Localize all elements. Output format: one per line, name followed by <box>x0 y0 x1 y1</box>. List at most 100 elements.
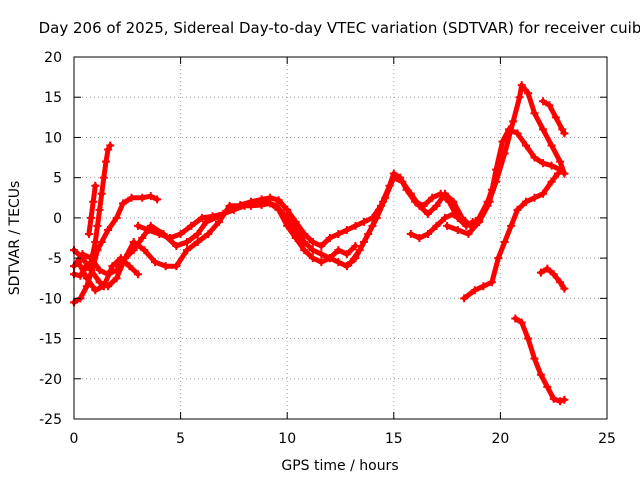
y-tick-label: -25 <box>39 412 62 428</box>
data-point <box>432 221 441 230</box>
data-point <box>483 197 492 206</box>
x-axis-label: GPS time / hours <box>281 458 398 474</box>
data-point <box>560 284 569 293</box>
data-point <box>182 238 191 247</box>
tick-layer: 0 5 10 15 20 25 -25 -20 -15 -10 -5 0 5 10 15 20 <box>39 50 616 447</box>
data-point <box>125 262 134 271</box>
data-point <box>359 217 368 226</box>
y-tick-label: -15 <box>39 332 62 348</box>
data-point <box>193 229 202 238</box>
data-point <box>291 225 300 234</box>
data-point <box>521 197 530 206</box>
data-point <box>372 213 381 222</box>
data-point <box>440 213 449 222</box>
data-point <box>406 189 415 198</box>
data-point <box>112 274 121 283</box>
data-point <box>334 246 343 255</box>
x-tick-label: 0 <box>70 431 79 447</box>
data-point <box>530 193 539 202</box>
data-point <box>308 246 317 255</box>
data-point <box>274 196 283 205</box>
data-point <box>507 221 516 230</box>
data-point <box>560 129 569 138</box>
data-point <box>539 189 548 198</box>
x-tick-label: 25 <box>598 431 616 447</box>
data-point <box>240 201 249 210</box>
data-point <box>547 161 556 170</box>
data-point <box>99 282 108 291</box>
chart-title: Day 206 of 2025, Sidereal Day-to-day VTE… <box>39 19 640 37</box>
data-point <box>342 262 351 271</box>
data-point <box>219 209 228 218</box>
data-point <box>342 250 351 259</box>
data-point <box>449 209 458 218</box>
data-point <box>389 173 398 182</box>
data-point <box>500 238 509 247</box>
data-point <box>530 153 539 162</box>
data-point <box>155 229 164 238</box>
y-tick-label: -20 <box>39 372 62 388</box>
data-point <box>406 229 415 238</box>
data-point <box>487 278 496 287</box>
data-point <box>82 274 91 283</box>
y-axis-label: SDTVAR / TECUs <box>7 181 23 296</box>
series-layer <box>70 81 569 406</box>
data-point <box>129 238 138 247</box>
data-point <box>423 209 432 218</box>
data-point <box>193 238 202 247</box>
data-point <box>487 185 496 194</box>
x-tick-label: 10 <box>278 431 296 447</box>
data-point <box>308 238 317 247</box>
data-point <box>172 242 181 251</box>
data-point <box>95 266 104 275</box>
data-point <box>494 254 503 263</box>
data-point <box>475 213 484 222</box>
data-point <box>325 254 334 263</box>
data-point <box>556 397 565 406</box>
plot-frame <box>73 56 608 420</box>
data-point <box>458 213 467 222</box>
data-point <box>161 262 170 271</box>
data-point <box>560 395 569 404</box>
data-point <box>89 197 98 206</box>
x-tick-label: 15 <box>385 431 403 447</box>
y-tick-label: 5 <box>53 171 62 187</box>
data-point <box>84 229 93 238</box>
data-point <box>509 117 518 126</box>
data-point <box>300 238 309 247</box>
data-point <box>146 192 155 201</box>
data-point <box>87 254 96 263</box>
data-point <box>513 129 522 138</box>
data-series-track-12 <box>512 315 567 404</box>
data-point <box>138 234 147 242</box>
data-point <box>317 242 326 251</box>
y-tick-label: 15 <box>44 90 62 106</box>
data-series-track-4 <box>71 171 476 277</box>
data-point <box>101 157 110 166</box>
data-series-track-3 <box>86 183 98 237</box>
data-point <box>229 205 238 214</box>
data-point <box>351 242 360 251</box>
data-series-track-8 <box>348 82 567 265</box>
data-point <box>428 193 437 202</box>
y-tick-label: -10 <box>39 291 62 307</box>
data-point <box>144 225 153 234</box>
data-point <box>182 246 191 255</box>
data-point <box>283 205 292 214</box>
data-point <box>547 177 556 186</box>
data-point <box>524 89 533 98</box>
data-point <box>93 221 102 230</box>
data-point <box>543 264 552 273</box>
data-point <box>351 221 360 230</box>
data-point <box>91 286 100 295</box>
data-point <box>423 229 432 238</box>
data-point <box>172 262 181 271</box>
data-point <box>116 254 125 263</box>
data-point <box>479 282 488 291</box>
data-point <box>504 125 513 134</box>
data-point <box>87 266 96 275</box>
data-point <box>415 201 424 210</box>
data-point <box>74 258 83 267</box>
data-point <box>334 229 343 238</box>
